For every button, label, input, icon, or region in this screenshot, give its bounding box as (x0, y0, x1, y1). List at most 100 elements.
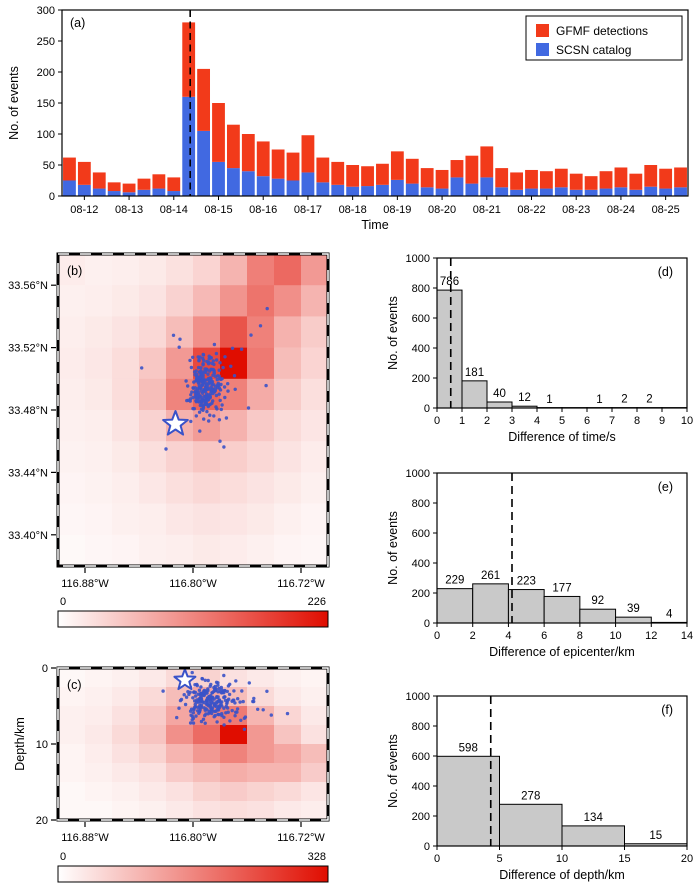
x-axis-title: Difference of epicenter/km (489, 645, 635, 659)
svg-text:116.80°W: 116.80°W (169, 832, 217, 844)
x-axis-title: Time (361, 218, 388, 232)
svg-text:3: 3 (509, 415, 515, 427)
mainshock-star-icon (162, 410, 189, 436)
svg-text:08-16: 08-16 (249, 204, 277, 216)
svg-text:08-21: 08-21 (473, 204, 501, 216)
bar-count-label: 39 (627, 603, 640, 615)
axes: 0 2 4 6 8 10 12 14 0 200 400 600 800 1000 Difference o… (386, 468, 693, 659)
svg-text:20: 20 (36, 815, 48, 827)
svg-text:08-18: 08-18 (339, 204, 367, 216)
svg-text:10: 10 (609, 630, 621, 642)
axes: 0 1 2 3 4 5 6 7 8 9 1002004006008001000Difference … (386, 253, 693, 444)
svg-text:116.88°W: 116.88°W (61, 578, 109, 590)
svg-text:400: 400 (412, 781, 430, 793)
svg-text:12: 12 (645, 630, 657, 642)
svg-text:08-12: 08-12 (70, 204, 98, 216)
histogram-bars: 598 278 134 15 (436, 742, 688, 847)
svg-text:4: 4 (505, 630, 511, 642)
y-axis-title: No. of events (386, 511, 400, 585)
colorbar-max-label: 328 (308, 851, 326, 863)
svg-text:1000: 1000 (406, 691, 430, 703)
panel-label: (e) (658, 480, 673, 494)
panel-label: (c) (67, 678, 82, 692)
bar-count-label: 177 (552, 582, 571, 594)
panel-c: 116.88°W 116.80°W 116.72°W 0 10 20 Depth/km (c)… (13, 663, 330, 883)
y-axis-title: No. of events (7, 66, 21, 140)
panel-a: 0 50 100 150 200 250 300 08-12 08-13 08-14 08-15 08… (7, 5, 689, 232)
svg-text:250: 250 (37, 36, 55, 48)
svg-text:08-25: 08-25 (652, 204, 680, 216)
legend-swatch-0 (536, 24, 549, 37)
colorbar-min-label: 0 (60, 596, 66, 608)
bar-count-label: 598 (459, 742, 478, 754)
svg-text:800: 800 (412, 283, 430, 295)
svg-text:08-23: 08-23 (562, 204, 590, 216)
bar-count-label: 1 (596, 394, 602, 406)
svg-text:14: 14 (681, 630, 693, 642)
colorbar: 0 328 (57, 851, 329, 883)
svg-text:150: 150 (37, 98, 55, 110)
svg-text:5: 5 (559, 415, 565, 427)
svg-text:33.48°N: 33.48°N (8, 405, 48, 417)
bar-count-label: 1 (546, 394, 552, 406)
svg-text:33.52°N: 33.52°N (8, 343, 48, 355)
histogram-bars: 229 261 223 177 92 39 4 (436, 570, 688, 624)
svg-text:08-20: 08-20 (428, 204, 456, 216)
scatter-dots (140, 306, 269, 451)
axes: 116.88°W 116.80°W 116.72°W 0 10 20 Depth/km (13, 663, 325, 844)
heatmap-grid (58, 254, 329, 567)
bar-count-label: 278 (521, 790, 540, 802)
svg-text:116.88°W: 116.88°W (61, 832, 109, 844)
panel-label: (b) (67, 264, 82, 278)
svg-text:7: 7 (609, 415, 615, 427)
svg-text:1000: 1000 (406, 253, 430, 265)
svg-text:0: 0 (424, 841, 430, 853)
svg-text:08-14: 08-14 (160, 204, 188, 216)
legend-label-1: SCSN catalog (556, 43, 631, 57)
bar-count-label: 15 (649, 830, 662, 842)
svg-text:0: 0 (434, 853, 440, 865)
svg-text:200: 200 (412, 588, 430, 600)
colorbar-max-label: 226 (308, 596, 326, 608)
axes: 0 50 100 150 200 250 300 08-12 08-13 08-14 08-15 08… (7, 5, 680, 232)
svg-text:20: 20 (681, 853, 693, 865)
y-axis-title: Depth/km (13, 717, 27, 771)
bar-count-label: 261 (481, 570, 500, 582)
svg-text:08-17: 08-17 (294, 204, 322, 216)
legend-swatch-1 (536, 43, 549, 56)
svg-text:800: 800 (412, 721, 430, 733)
panel-e-epicenter-diff-histogram: 229 261 223 177 92 39 4 0 2 4 6 8 10 12 14 0 200 400 600 80… (386, 468, 693, 659)
svg-text:9: 9 (659, 415, 665, 427)
svg-text:200: 200 (37, 67, 55, 79)
svg-text:0: 0 (434, 415, 440, 427)
bar-count-label: 229 (445, 575, 464, 587)
svg-text:600: 600 (412, 528, 430, 540)
svg-text:1000: 1000 (406, 468, 430, 480)
svg-text:10: 10 (681, 415, 693, 427)
svg-text:400: 400 (412, 343, 430, 355)
axes-frame (436, 472, 688, 624)
svg-text:08-19: 08-19 (383, 204, 411, 216)
bar-count-label: 786 (440, 276, 459, 288)
svg-text:33.44°N: 33.44°N (8, 467, 48, 479)
svg-text:6: 6 (541, 630, 547, 642)
svg-text:8: 8 (577, 630, 583, 642)
svg-text:400: 400 (412, 558, 430, 570)
svg-text:33.40°N: 33.40°N (8, 530, 48, 542)
svg-text:1: 1 (459, 415, 465, 427)
svg-text:600: 600 (412, 313, 430, 325)
legend: GFMF detections SCSN catalog (525, 15, 683, 61)
svg-text:8: 8 (634, 415, 640, 427)
bar-count-label: 92 (591, 595, 604, 607)
panel-label: (a) (70, 16, 85, 30)
stacked-bars (63, 22, 687, 196)
svg-text:0: 0 (434, 630, 440, 642)
svg-text:300: 300 (37, 5, 55, 17)
svg-text:50: 50 (43, 160, 55, 172)
